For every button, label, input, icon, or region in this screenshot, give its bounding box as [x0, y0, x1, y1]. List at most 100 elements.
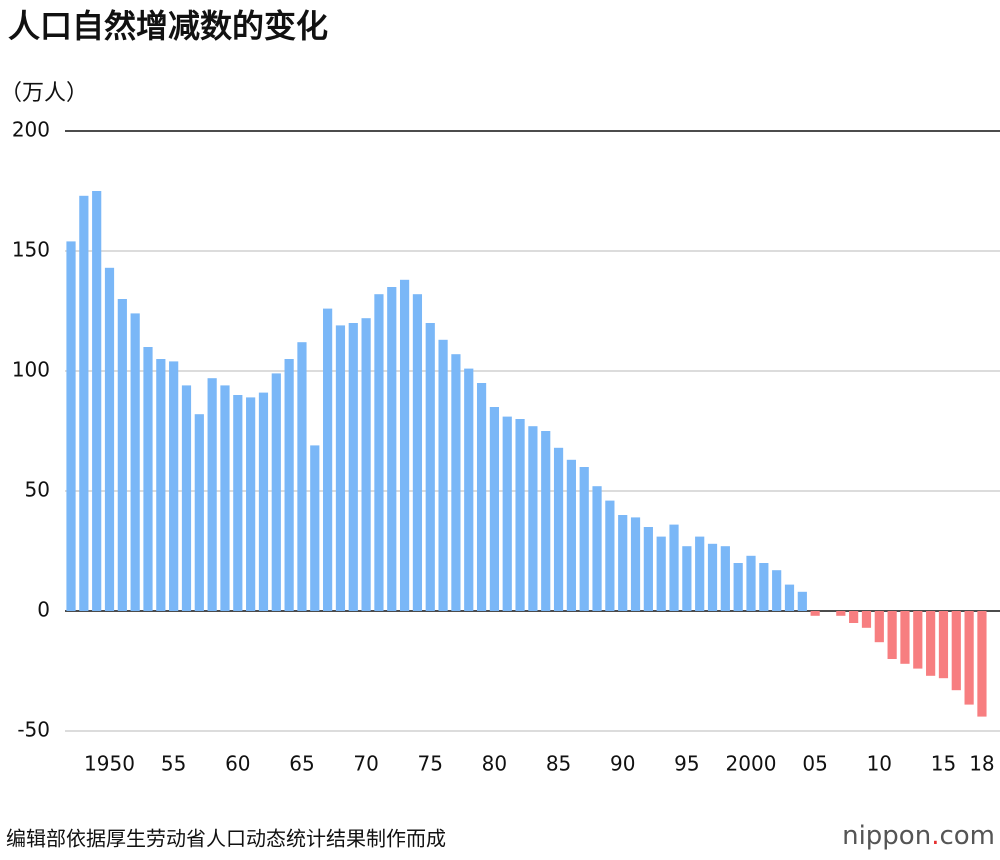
bar [887, 611, 897, 659]
bar [104, 267, 115, 611]
bar [361, 318, 371, 611]
bar [271, 373, 281, 611]
bar [643, 527, 653, 611]
y-tick-label: 100 [12, 358, 50, 382]
logo-part: nippon [842, 821, 931, 851]
bar [169, 361, 179, 611]
bar [207, 378, 217, 611]
y-tick-label: 200 [12, 118, 50, 142]
bar [849, 611, 859, 623]
bar [566, 459, 576, 611]
x-tick-label: 2000 [726, 752, 777, 776]
x-tick-label: 65 [289, 752, 314, 776]
bar [79, 195, 89, 612]
bar [772, 570, 782, 611]
bar [553, 447, 564, 611]
bar [348, 323, 358, 611]
bar [156, 359, 166, 611]
y-tick-label: 50 [25, 478, 50, 502]
bar [233, 395, 243, 611]
x-tick-label: 18 [969, 752, 994, 776]
chart-title: 人口自然增减数的变化 [8, 7, 328, 45]
logo-part: com [939, 821, 995, 851]
bar [797, 591, 807, 611]
x-tick-label: 95 [674, 752, 699, 776]
bar [784, 584, 795, 611]
bar [926, 611, 936, 676]
bar [258, 392, 269, 611]
bar [746, 555, 756, 611]
bar [861, 611, 872, 628]
bar [515, 419, 525, 611]
bar [720, 546, 730, 611]
bar [374, 294, 384, 611]
bar [387, 287, 397, 611]
bar [451, 354, 461, 611]
bar [938, 611, 949, 679]
bar [810, 611, 820, 616]
bar [181, 385, 192, 611]
bar [759, 563, 769, 611]
bar [695, 536, 705, 611]
x-tick-label: 60 [225, 752, 250, 776]
bar [605, 500, 615, 611]
bar [425, 323, 435, 611]
x-tick-label: 10 [867, 752, 892, 776]
x-tick-label: 75 [418, 752, 443, 776]
x-tick-label: 85 [546, 752, 571, 776]
bar [502, 416, 512, 611]
bar [977, 611, 987, 717]
bar [874, 611, 884, 643]
bar [913, 611, 923, 669]
y-tick-label: -50 [17, 718, 50, 742]
bar [92, 191, 102, 611]
bar [836, 611, 846, 616]
x-tick-label: 05 [802, 752, 827, 776]
source-note: 编辑部依据厚生劳动省人口动态统计结果制作而成 [6, 827, 446, 851]
x-tick-label: 70 [353, 752, 378, 776]
bar [964, 611, 974, 705]
bar [438, 339, 448, 611]
bar [951, 611, 961, 691]
bar [669, 524, 679, 611]
bar [66, 241, 76, 611]
bar [682, 546, 692, 611]
bar [579, 467, 589, 611]
bar [117, 299, 127, 611]
y-tick-label: 150 [12, 238, 50, 262]
bar [528, 426, 538, 611]
bar [220, 385, 230, 611]
bar [143, 347, 153, 611]
bar [323, 308, 333, 611]
bar [489, 407, 500, 611]
bar [130, 313, 140, 611]
bar [310, 445, 320, 611]
bar [618, 515, 628, 611]
y-tick-label: 0 [37, 598, 50, 622]
bar [246, 397, 256, 611]
logo: nippon.com [842, 821, 995, 851]
bar [707, 543, 718, 611]
bar [297, 342, 307, 611]
bar [541, 431, 551, 611]
logo-dot: . [931, 821, 939, 851]
bar [284, 359, 294, 611]
x-tick-label: 55 [161, 752, 186, 776]
bar [464, 368, 474, 611]
bar [656, 536, 666, 611]
bar [630, 517, 641, 611]
bar [900, 611, 910, 664]
bar [399, 279, 410, 611]
bar [592, 486, 602, 611]
x-tick-label: 90 [610, 752, 635, 776]
bar [412, 294, 423, 611]
bar [335, 325, 346, 611]
x-tick-label: 80 [482, 752, 507, 776]
bar [733, 563, 743, 611]
y-axis-label: （万人） [0, 81, 88, 106]
x-tick-label: 15 [931, 752, 956, 776]
x-tick-label: 1950 [84, 752, 135, 776]
bar [194, 414, 204, 611]
bar [476, 383, 487, 611]
